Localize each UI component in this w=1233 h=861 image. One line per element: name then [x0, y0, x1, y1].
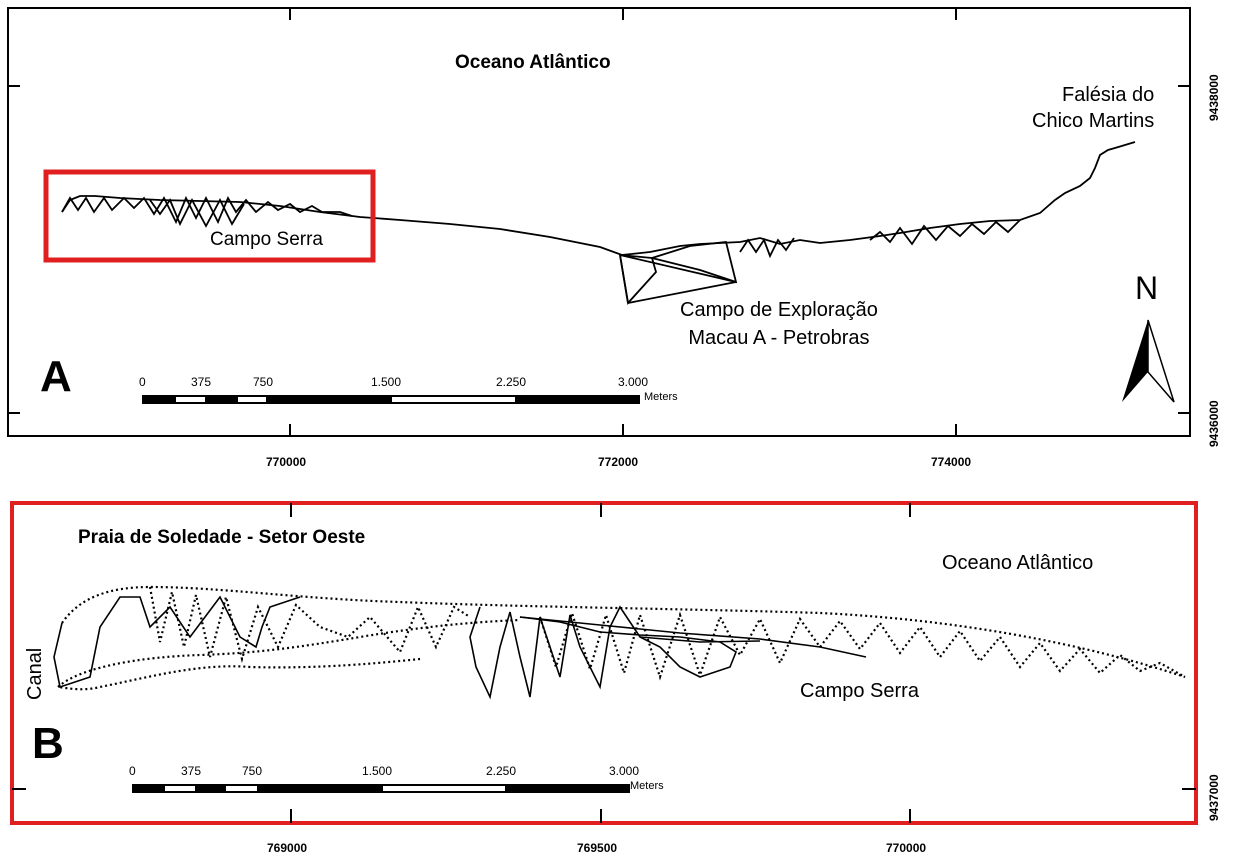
scalebar-a-unit: Meters [644, 391, 678, 403]
map-a-canvas [7, 7, 1191, 437]
scalebar-b-tick-5: 3.000 [609, 764, 640, 778]
map-panel-a: Oceano Atlântico Falésia do Chico Martin… [7, 7, 1221, 469]
scalebar-b-tick-2: 750 [242, 764, 263, 778]
campo-serra-highlight-box [43, 169, 376, 263]
scalebar-b-tick-1: 375 [181, 764, 202, 778]
map-b-x-tick-0: 769000 [267, 841, 308, 855]
shoreline-track-b [57, 585, 1186, 691]
scalebar-b-tick-0: 0 [129, 764, 136, 778]
scalebar-b [132, 784, 630, 793]
survey-traces-b [53, 595, 867, 700]
site-label-b: Campo Serra [800, 680, 919, 702]
map-panel-b: Praia de Soledade - Setor Oeste Oceano A… [0, 487, 1233, 861]
site-label-a: Campo Serra [210, 229, 323, 250]
map-b-x-tick-2: 770000 [886, 841, 927, 855]
map-b-frame [10, 501, 1198, 825]
map-a-x-tick-1: 772000 [598, 455, 639, 469]
scalebar-a-tick-3: 1.500 [371, 375, 402, 389]
cliff-label-line1: Falésia do [1061, 84, 1155, 106]
map-b-x-tick-1: 769500 [577, 841, 618, 855]
scalebar-b-tick-3: 1.500 [362, 764, 393, 778]
scalebar-a [142, 395, 640, 404]
map-b-y-tick-0: 9437000 [1207, 774, 1221, 821]
field-label-line1: Campo de Exploração [680, 299, 878, 321]
scalebar-a-tick-1: 375 [191, 375, 212, 389]
canal-label: Canal [24, 647, 46, 700]
map-a-x-tick-2: 774000 [931, 455, 972, 469]
ocean-label-a: Oceano Atlântico [455, 52, 611, 73]
panel-letter-b: B [32, 719, 64, 768]
map-a-x-tick-0: 770000 [266, 455, 307, 469]
north-arrow-icon [1122, 319, 1175, 403]
map-b-canvas [10, 501, 1198, 825]
cliff-label-line2: Chico Martins [1032, 110, 1155, 132]
panel-letter-a: A [40, 352, 72, 401]
shoreline-track-a [61, 141, 1136, 305]
field-label-line2: Macau A - Petrobras [688, 327, 870, 349]
map-a-frame [7, 7, 1191, 437]
scalebar-a-tick-4: 2.250 [496, 375, 527, 389]
scalebar-a-tick-0: 0 [139, 375, 146, 389]
scalebar-a-tick-5: 3.000 [618, 375, 649, 389]
cliff-label: Falésia do Chico Martins [1032, 82, 1154, 134]
scalebar-b-unit: Meters [630, 780, 664, 792]
map-a-y-tick-0: 9438000 [1207, 74, 1221, 121]
field-label: Campo de Exploração Macau A - Petrobras [680, 296, 878, 352]
scalebar-b-tick-4: 2.250 [486, 764, 517, 778]
map-b-title: Praia de Soledade - Setor Oeste [78, 527, 366, 548]
scalebar-a-tick-2: 750 [253, 375, 274, 389]
north-label: N [1135, 270, 1159, 306]
map-a-y-tick-1: 9436000 [1207, 400, 1221, 447]
ocean-label-b: Oceano Atlântico [942, 552, 1094, 574]
